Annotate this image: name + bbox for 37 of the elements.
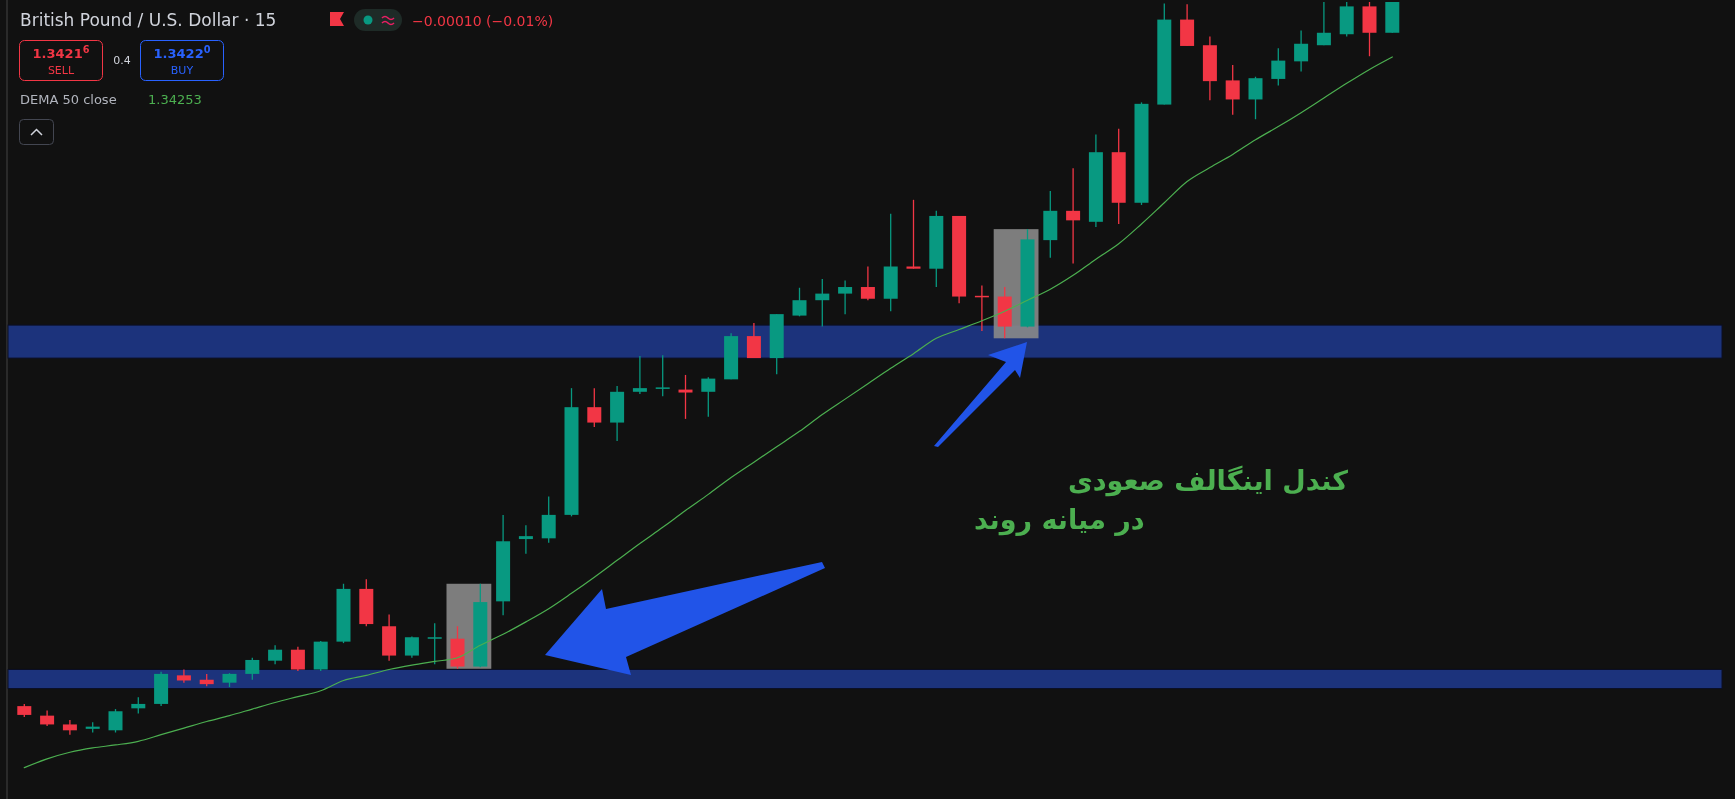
candlestick — [541, 495, 556, 544]
candlestick — [655, 354, 670, 397]
annotation: در میانه روند — [974, 504, 1145, 536]
annotation: SELL — [47, 64, 75, 77]
candlestick — [792, 287, 807, 317]
text: DEMA 50 close — [20, 92, 117, 107]
candlestick — [587, 387, 602, 428]
candlestick — [1066, 167, 1081, 265]
candlestick — [108, 708, 123, 734]
candlestick — [701, 376, 716, 418]
candlestick — [290, 646, 305, 672]
candlestick — [245, 657, 260, 681]
annotation: −0.00010 (−0.01%) — [412, 13, 554, 29]
candlestick — [427, 622, 442, 666]
annotation: 1.34253 — [148, 92, 202, 107]
candlestick — [632, 355, 647, 395]
candlestick — [1271, 47, 1286, 87]
candlestick — [815, 278, 830, 328]
candlestick — [1225, 64, 1240, 116]
candlestick — [268, 644, 283, 666]
candlestick — [176, 668, 191, 684]
candlestick — [1248, 76, 1263, 120]
annotation: 1.3421$^{6}$ — [32, 43, 90, 61]
candlestick — [746, 322, 761, 359]
candlestick — [518, 524, 533, 555]
candlestick — [678, 374, 693, 420]
annotation: 1.3422$^{0}$ — [153, 43, 211, 61]
text: British Pound / U.S. Dollar · 15 — [20, 10, 277, 30]
annotation: کندل اینگالف صعودی — [1068, 465, 1349, 497]
candlestick — [1316, 1, 1331, 46]
annotation: BUY — [170, 64, 194, 77]
candlestick — [860, 265, 875, 301]
candlestick — [1294, 29, 1309, 73]
candlestick — [906, 199, 921, 270]
candlestick — [62, 719, 77, 736]
candlestick — [838, 279, 853, 315]
annotation: 0.4 — [113, 54, 131, 67]
